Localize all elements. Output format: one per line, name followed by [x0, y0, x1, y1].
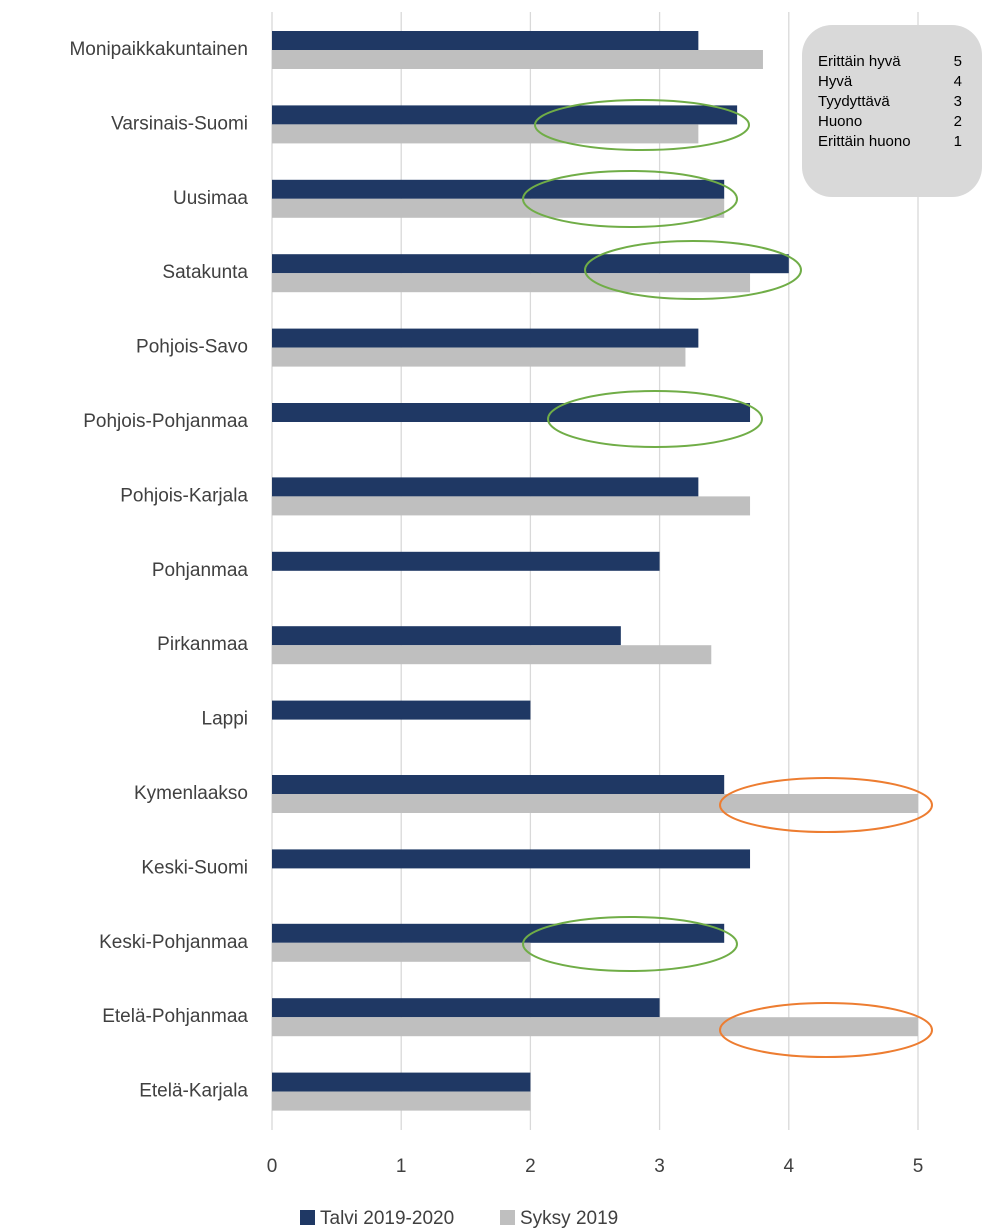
- bar: [272, 1072, 531, 1092]
- bar: [272, 1091, 531, 1111]
- plot: [271, 12, 919, 1130]
- y-tick-label: Pohjois-Pohjanmaa: [83, 411, 248, 432]
- y-tick-label: Monipaikkakuntainen: [69, 39, 248, 60]
- scale-legend-value: 3: [954, 93, 962, 110]
- highlight-ellipse: [547, 390, 763, 448]
- bar: [272, 403, 751, 422]
- x-tick-label: 5: [913, 1156, 924, 1177]
- legend-swatch: [300, 1210, 315, 1225]
- bar: [272, 50, 763, 69]
- scale-legend-box: [802, 25, 982, 197]
- y-tick-label: Varsinais-Suomi: [111, 113, 248, 134]
- y-tick-label: Pohjois-Savo: [136, 337, 248, 358]
- bar: [272, 124, 699, 144]
- y-tick-label: Pohjanmaa: [152, 560, 249, 581]
- x-tick-label: 3: [654, 1156, 665, 1177]
- scale-legend-label: Erittäin huono: [818, 133, 911, 150]
- bar: [272, 105, 738, 125]
- bar: [272, 347, 686, 367]
- highlight-ellipse: [719, 1002, 933, 1058]
- bar: [272, 794, 918, 813]
- scale-legend-value: 2: [954, 113, 962, 130]
- y-tick-label: Etelä-Karjala: [139, 1081, 248, 1102]
- scale-legend-label: Tyydyttävä: [818, 93, 890, 110]
- y-tick-label: Kymenlaakso: [134, 783, 248, 804]
- x-tick-label: 0: [267, 1156, 278, 1177]
- y-tick-label: Pirkanmaa: [157, 634, 248, 655]
- x-tick-label: 1: [396, 1156, 407, 1177]
- bar: [272, 328, 699, 348]
- highlight-ellipse: [522, 170, 738, 228]
- bar: [272, 849, 751, 869]
- highlight-ellipse: [522, 916, 738, 972]
- y-tick-label: Etelä-Pohjanmaa: [102, 1006, 248, 1027]
- bar: [272, 1017, 918, 1037]
- bar: [272, 198, 725, 218]
- legend-swatch: [500, 1210, 515, 1225]
- scale-legend-label: Hyvä: [818, 73, 853, 90]
- y-tick-label: Satakunta: [162, 262, 248, 283]
- y-tick-label: Uusimaa: [173, 188, 248, 209]
- bar: [272, 477, 699, 497]
- bar: [272, 626, 621, 646]
- scale-legend-label: Huono: [818, 113, 862, 130]
- bar: [272, 179, 725, 199]
- legend-label: Syksy 2019: [520, 1208, 618, 1229]
- highlight-ellipse: [584, 240, 802, 300]
- annotations: [522, 99, 933, 1058]
- bar: [272, 31, 699, 50]
- bar: [272, 551, 660, 571]
- bar: [272, 496, 751, 516]
- scale-legend-value: 1: [954, 133, 962, 150]
- scale-legend-label: Erittäin hyvä: [818, 53, 901, 70]
- legend-label: Talvi 2019-2020: [320, 1208, 454, 1229]
- bar: [272, 273, 751, 293]
- highlight-ellipse: [534, 99, 750, 151]
- scale-legend-value: 4: [954, 73, 962, 90]
- x-tick-label: 4: [784, 1156, 795, 1177]
- y-tick-label: Keski-Pohjanmaa: [99, 932, 248, 953]
- bar: [272, 923, 725, 943]
- x-tick-label: 2: [525, 1156, 536, 1177]
- y-tick-label: Lappi: [202, 709, 249, 730]
- y-tick-label: Pohjois-Karjala: [120, 485, 248, 506]
- highlight-ellipse: [719, 777, 933, 833]
- bar: [272, 700, 531, 720]
- bar: [272, 645, 712, 665]
- bar: [272, 775, 725, 794]
- bar: [272, 254, 789, 274]
- bar: [272, 998, 660, 1018]
- scale-legend-value: 5: [954, 53, 962, 70]
- bar: [272, 942, 531, 962]
- y-tick-label: Keski-Suomi: [141, 857, 248, 878]
